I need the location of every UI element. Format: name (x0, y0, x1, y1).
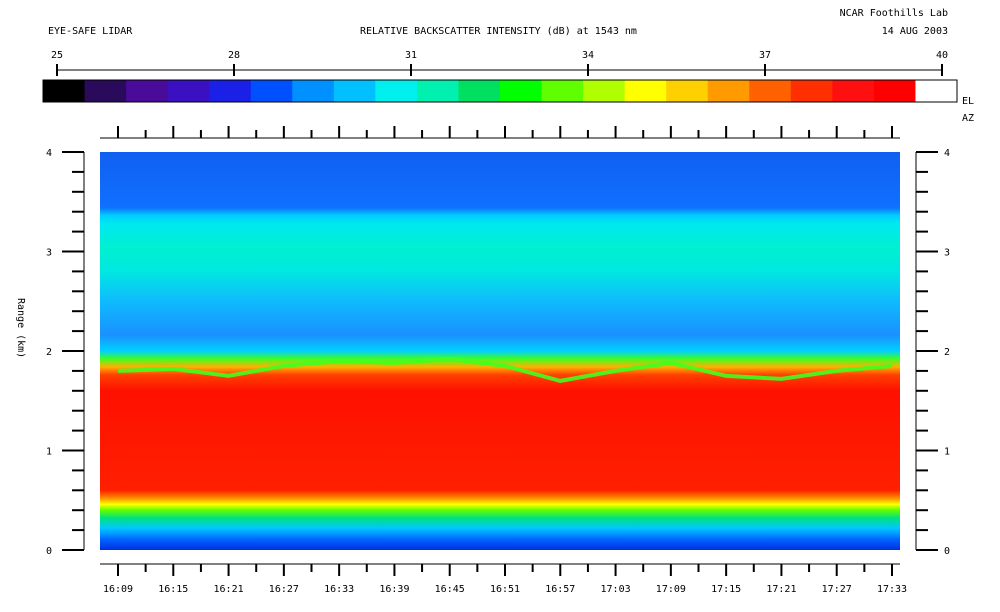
colorbar-swatch (666, 80, 709, 102)
plot-area (100, 152, 900, 550)
colorbar-swatch (749, 80, 792, 102)
colorbar-tick-label: 37 (759, 50, 771, 61)
colorbar-swatch (43, 80, 86, 102)
x-tick-label: 17:33 (877, 584, 907, 595)
colorbar-swatch (583, 80, 626, 102)
y-tick-label-left: 3 (46, 248, 52, 259)
colorbar-swatch (375, 80, 418, 102)
x-tick-label: 16:21 (214, 584, 244, 595)
x-tick-label: 17:15 (711, 584, 741, 595)
colorbar-swatch (873, 80, 917, 102)
colorbar-swatch (500, 80, 543, 102)
y-tick-label-right: 3 (944, 248, 950, 259)
y-tick-label-left: 1 (46, 447, 52, 458)
colorbar-swatch (790, 80, 833, 102)
colorbar-swatch (292, 80, 335, 102)
y-tick-label-right: 1 (944, 447, 950, 458)
y-tick-label-left: 4 (46, 148, 52, 159)
x-tick-label: 16:33 (324, 584, 354, 595)
x-tick-label: 16:39 (379, 584, 409, 595)
colorbar-side-label: EL (962, 96, 974, 107)
x-tick-label: 17:03 (601, 584, 631, 595)
date-label: 14 AUG 2003 (881, 26, 948, 37)
colorbar-tick-label: 25 (51, 50, 63, 61)
colorbar-swatch (209, 80, 252, 102)
x-tick-label: 16:51 (490, 584, 520, 595)
chart-title: RELATIVE BACKSCATTER INTENSITY (dB) at 1… (360, 26, 637, 37)
x-tick-label: 16:09 (103, 584, 133, 595)
colorbar-swatch (126, 80, 169, 102)
x-tick-label: 16:45 (435, 584, 465, 595)
colorbar-side-label: AZ (962, 113, 974, 124)
x-tick-label: 17:09 (656, 584, 686, 595)
x-tick-label: 16:27 (269, 584, 299, 595)
colorbar-swatch (333, 80, 376, 102)
x-tick-label: 17:27 (822, 584, 852, 595)
colorbar-tick-label: 28 (228, 50, 240, 61)
colorbar-swatch (915, 80, 958, 102)
x-tick-label: 17:21 (766, 584, 796, 595)
institution-label: NCAR Foothills Lab (839, 8, 948, 19)
heatmap-field (100, 152, 900, 550)
boundary-layer-top (117, 356, 893, 383)
y-tick-label-right: 2 (944, 347, 950, 358)
colorbar-swatch (84, 80, 127, 102)
colorbar-tick-label: 31 (405, 50, 417, 61)
colorbar-swatch (167, 80, 210, 102)
colorbar-border (42, 79, 958, 103)
colorbar-swatch (832, 80, 875, 102)
colorbar-swatch (541, 80, 584, 102)
colorbar-ticks: 25 28 31 34 37 40 EL AZ (51, 50, 974, 124)
colorbar-swatch (250, 80, 293, 102)
y-tick-label-left: 2 (46, 347, 52, 358)
colorbar-swatch (707, 80, 750, 102)
y-tick-label-right: 0 (944, 546, 950, 557)
colorbar-swatch (416, 80, 460, 102)
axes: 16:09 16:15 16:21 16:27 16:33 16:39 16:45 16:51… (46, 126, 950, 595)
colorbar-swatch (624, 80, 667, 102)
x-tick-label: 16:15 (158, 584, 188, 595)
colorbar-swatch (458, 80, 501, 102)
colorbar-tick-label: 34 (582, 50, 594, 61)
colorbar-tick-label: 40 (936, 50, 948, 61)
y-tick-label-right: 4 (944, 148, 950, 159)
x-tick-label: 16:57 (545, 584, 575, 595)
y-tick-label-left: 0 (46, 546, 52, 557)
instrument-title: EYE-SAFE LIDAR (48, 26, 133, 37)
colorbar (42, 79, 958, 103)
